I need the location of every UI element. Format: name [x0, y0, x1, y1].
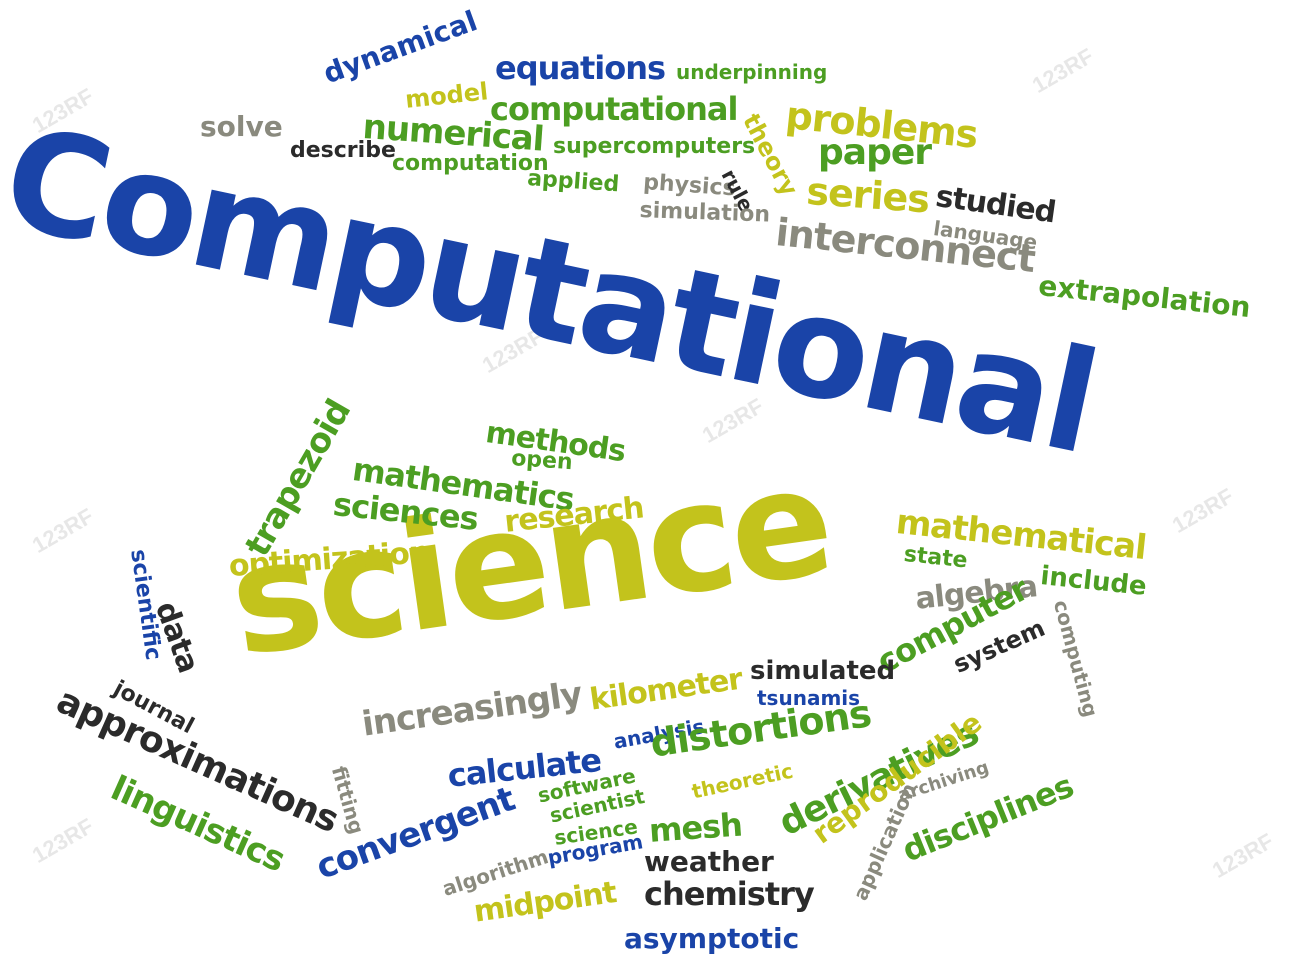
word-state: state: [902, 542, 969, 574]
word-increasingly: increasingly: [359, 674, 585, 745]
word-underpinning: underpinning: [676, 60, 828, 84]
watermark-text: 123RF: [27, 813, 98, 868]
word-asymptotic: asymptotic: [624, 922, 800, 955]
watermark-text: 123RF: [1207, 828, 1278, 883]
word-computational-small: computational: [490, 90, 738, 128]
word-supercomputers: supercomputers: [553, 134, 756, 159]
word-computational-title: Computational: [0, 96, 1108, 486]
word-equations: equations: [495, 49, 666, 87]
word-extrapolation: extrapolation: [1036, 269, 1253, 325]
word-tsunamis: tsunamis: [757, 686, 861, 710]
word-applied: applied: [526, 166, 621, 198]
word-data: data: [147, 596, 206, 677]
word-model: model: [403, 77, 490, 114]
word-solve: solve: [200, 110, 283, 143]
word-include: include: [1039, 561, 1149, 602]
word-simulation: simulation: [639, 198, 771, 228]
watermark-text: 123RF: [1167, 483, 1238, 538]
word-mesh: mesh: [647, 805, 744, 850]
word-kilometer: kilometer: [587, 661, 745, 718]
word-computing: computing: [1048, 597, 1103, 720]
word-describe: describe: [290, 138, 396, 163]
word-simulated: simulated: [750, 656, 896, 686]
word-dynamical: dynamical: [318, 4, 482, 91]
watermark-text: 123RF: [27, 503, 98, 558]
word-paper: paper: [818, 132, 932, 173]
word-weather: weather: [644, 845, 774, 878]
word-open: open: [510, 446, 574, 476]
word-series: series: [805, 169, 931, 222]
word-theoretic: theoretic: [689, 758, 796, 804]
watermark-text: 123RF: [1027, 43, 1098, 98]
word-chemistry: chemistry: [644, 875, 815, 913]
word-computation: computation: [392, 151, 549, 176]
word-fitting: fitting: [326, 763, 370, 837]
